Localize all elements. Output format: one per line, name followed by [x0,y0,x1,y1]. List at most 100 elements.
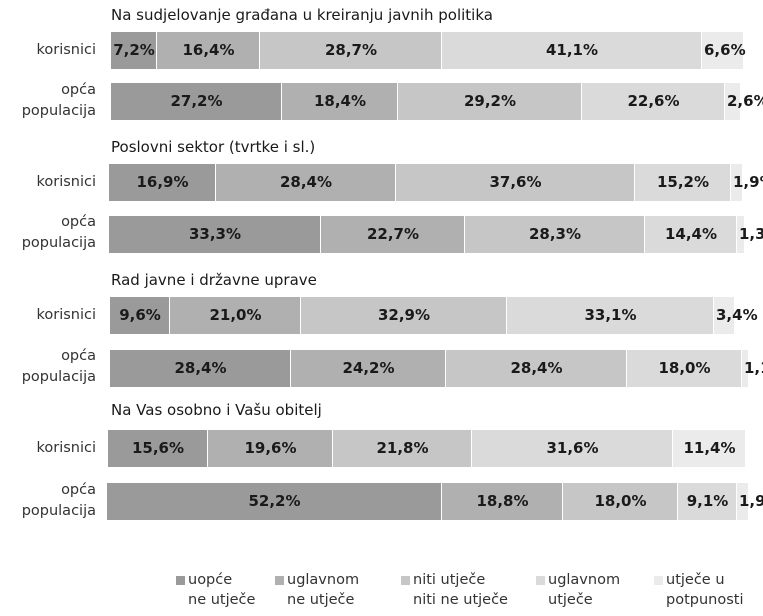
legend-swatch [401,576,410,585]
data-label: 18,0% [658,359,711,377]
row-label-line: opća [61,82,96,98]
bar-segment [108,430,208,467]
bar-segment [110,350,291,387]
row-label-line: opća [61,482,96,498]
data-label: 9,6% [119,306,161,324]
data-label: 33,3% [188,225,242,243]
data-label: 1,1% [744,359,763,377]
data-label: 21,8% [376,439,429,457]
data-label: 21,0% [209,306,262,324]
bar-segment [737,216,745,253]
bar-segment [725,83,741,120]
bar-row: 52,2% 18,8% 18,0% 9,1% 1,9% [107,483,763,520]
legend-label-line: uopće [188,572,233,588]
data-label: 37,6% [489,173,542,191]
data-label: 16,9% [136,173,189,191]
bar-segment [627,350,742,387]
data-label: 28,7% [324,41,378,59]
legend-label-line: niti utječe [413,572,486,588]
bar-segment [678,483,737,520]
legend-label-line: uglavnom [287,572,360,588]
row-label: korisnici [0,40,96,61]
legend-label-line: ne utječe [287,592,355,608]
data-label: 1,3% [739,225,763,243]
legend-label: utječe u potpunosti [666,570,743,610]
data-label: 15,6% [131,439,185,457]
legend-swatch [176,576,185,585]
bar-segment [582,83,725,120]
data-label: 22,7% [366,225,420,243]
row-label-line: populacija [21,369,96,385]
bar-segment [465,216,645,253]
row-label: opća populacija [0,346,96,388]
bar-segment [737,483,749,520]
row-label: opća populacija [0,80,96,122]
legend-swatch [536,576,545,585]
bar-row: 27,2% 18,4% 29,2% 22,6% 2,6% [111,83,763,120]
data-label: 1,9% [733,173,763,191]
legend-label: uglavnom ne utječe [287,570,359,610]
row-label: korisnici [0,172,96,193]
bar-segment [635,164,731,201]
bar-segment [398,83,582,120]
data-label: 28,4% [510,359,563,377]
data-label: 29,2% [463,92,517,110]
bar-row: 7,2% 16,4% 28,7% 41,1% 6,6% [111,32,746,69]
bar-segment [109,164,216,201]
data-label: 52,2% [248,492,301,510]
data-label: 27,2% [170,92,223,110]
legend-label-line: utječe [548,592,593,608]
data-label: 14,4% [664,225,718,243]
legend-swatch [275,576,284,585]
legend-label-line: utječe u [666,572,725,588]
row-label-line: opća [61,348,96,364]
legend-swatch [654,576,663,585]
data-label: 32,9% [377,306,431,324]
bar-segment [216,164,396,201]
bar-row: 16,9% 28,4% 37,6% 15,2% 1,9% [109,164,763,201]
bar-segment [291,350,446,387]
bar-segment [107,483,442,520]
bar-segment [111,83,282,120]
bar-segment [301,297,507,334]
legend: uopće ne utječe uglavnom ne utječe niti utje… [0,570,763,616]
bar-segment [157,32,260,69]
bar-segment [673,430,746,467]
data-label: 18,8% [476,492,529,510]
bar-row: 33,3% 22,7% 28,3% 14,4% 1,3% [109,216,763,253]
row-label-line: populacija [21,503,96,519]
bar-segment [731,164,743,201]
bar-segment [110,297,170,334]
bar-segment [396,164,635,201]
group-title: Poslovni sektor (tvrtke i sl.) [111,138,316,156]
data-label: 33,1% [584,306,637,324]
bar-segment [645,216,737,253]
bar-row: 28,4% 24,2% 28,4% 18,0% 1,1% [110,350,763,387]
legend-label-line: uglavnom [548,572,621,588]
data-label: 9,1% [686,492,729,510]
bar-row: 15,6% 19,6% 21,8% 31,6% 11,4% [108,430,746,467]
row-label: opća populacija [0,212,96,254]
row-label-line: populacija [21,103,96,119]
data-label: 18,0% [594,492,647,510]
data-label: 7,2% [113,41,155,59]
group-title: Na sudjelovanje građana u kreiranju javn… [111,6,493,24]
legend-label-line: ne utječe [188,592,256,608]
bar-segment [170,297,301,334]
row-label-line: populacija [21,235,96,251]
bar-segment [282,83,398,120]
bar-segment [260,32,442,69]
row-label: opća populacija [0,480,96,522]
bar-segment [109,216,321,253]
bar-segment [111,32,157,69]
row-label-line: korisnici [36,42,96,58]
data-label: 22,6% [627,92,680,110]
bar-segment [208,430,333,467]
group-title: Na Vas osobno i Vašu obitelj [111,401,322,419]
data-label: 15,2% [656,173,710,191]
legend-label: uglavnom utječe [548,570,620,610]
row-label-line: opća [61,214,96,230]
bar-segment [714,297,735,334]
bar-segment [742,350,749,387]
